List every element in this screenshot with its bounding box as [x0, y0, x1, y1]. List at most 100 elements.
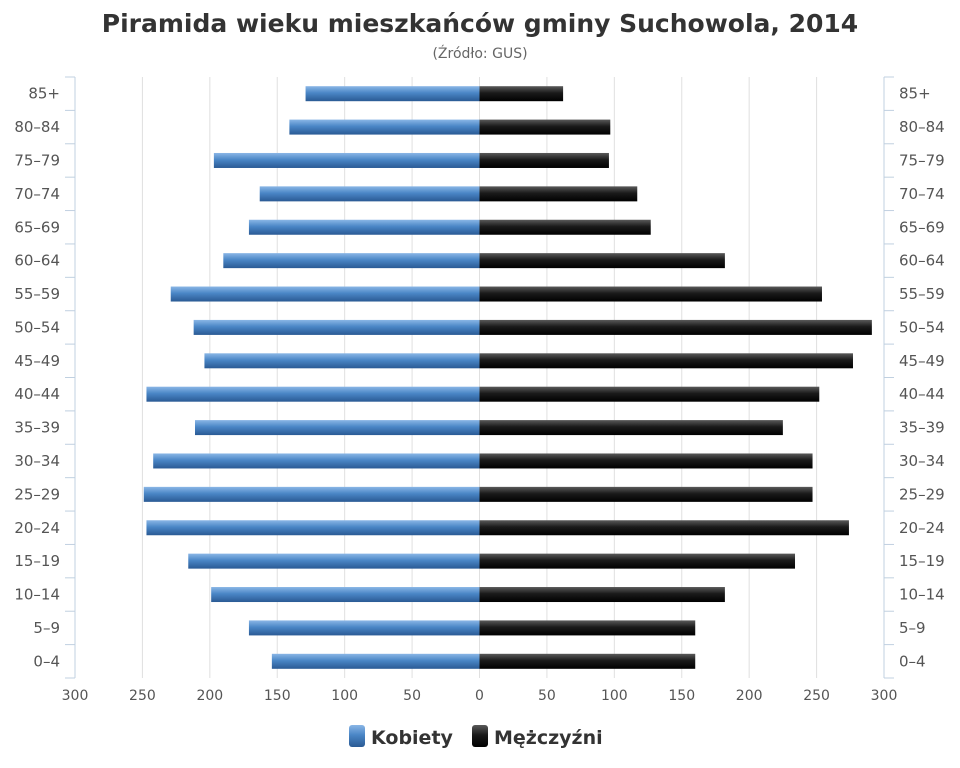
bar-mezczyzni-16[interactable] [479, 620, 696, 636]
category-label-right-5: 60–64 [899, 252, 945, 270]
category-label-left-11: 30–34 [14, 452, 60, 470]
category-label-right-11: 30–34 [899, 452, 945, 470]
bar-mezczyzni-2[interactable] [479, 152, 609, 168]
x-tick-labels: 300 250 200 150 100 50 0 50 100 150 200 250 300 [62, 688, 898, 704]
category-label-right-6: 55–59 [899, 285, 945, 303]
category-label-left-1: 80–84 [14, 118, 60, 136]
bar-mezczyzni-13[interactable] [479, 520, 849, 536]
legend-label-mezczyzni: Mężczyźni [494, 727, 603, 749]
bar-kobiety-9[interactable] [146, 386, 480, 402]
category-label-left-0: 85+ [28, 85, 60, 103]
bar-kobiety-13[interactable] [146, 520, 480, 536]
category-label-right-3: 70–74 [899, 185, 945, 203]
right-category-labels: 85+ 80–84 75–79 70–74 65–69 60–64 55–59 50–54 45… [899, 85, 945, 671]
category-label-right-12: 25–29 [899, 485, 945, 503]
bar-kobiety-0[interactable] [305, 86, 480, 102]
bar-kobiety-6[interactable] [170, 286, 480, 302]
bar-kobiety-7[interactable] [193, 319, 480, 335]
category-label-left-6: 55–59 [14, 285, 60, 303]
x-tick-label-1: 250 [129, 688, 156, 704]
bar-kobiety-10[interactable] [195, 420, 480, 436]
x-tick-label-11: 250 [803, 688, 830, 704]
bar-kobiety-2[interactable] [213, 152, 480, 168]
category-label-right-7: 50–54 [899, 318, 945, 336]
legend-swatch-kobiety [349, 725, 365, 747]
category-label-right-0: 85+ [899, 85, 931, 103]
legend-item-kobiety[interactable]: Kobiety [349, 725, 454, 749]
bar-kobiety-5[interactable] [223, 253, 480, 269]
bar-kobiety-16[interactable] [248, 620, 480, 636]
category-label-left-14: 15–19 [14, 552, 60, 570]
x-tick-label-8: 100 [601, 688, 628, 704]
category-label-right-14: 15–19 [899, 552, 945, 570]
bar-kobiety-12[interactable] [143, 486, 480, 502]
bar-kobiety-11[interactable] [153, 453, 480, 469]
category-label-right-10: 35–39 [899, 419, 945, 437]
bar-mezczyzni-3[interactable] [479, 186, 638, 202]
category-label-left-15: 10–14 [14, 586, 60, 604]
category-label-left-8: 45–49 [14, 352, 60, 370]
x-tick-label-9: 150 [668, 688, 695, 704]
x-tick-label-12: 300 [871, 688, 898, 704]
bar-mezczyzni-15[interactable] [479, 587, 725, 603]
bar-mezczyzni-4[interactable] [479, 219, 651, 235]
bar-kobiety-4[interactable] [248, 219, 480, 235]
legend-item-mezczyzni[interactable]: Mężczyźni [472, 725, 603, 749]
category-label-right-13: 20–24 [899, 519, 945, 537]
category-label-left-3: 70–74 [14, 185, 60, 203]
bar-mezczyzni-11[interactable] [479, 453, 813, 469]
category-label-left-10: 35–39 [14, 419, 60, 437]
category-label-right-17: 0–4 [899, 652, 926, 670]
x-tick-label-4: 100 [331, 688, 358, 704]
chart-title: Piramida wieku mieszkańców gminy Suchowo… [102, 9, 858, 38]
bar-mezczyzni-9[interactable] [479, 386, 820, 402]
legend-label-kobiety: Kobiety [371, 727, 454, 749]
bar-mezczyzni-0[interactable] [479, 86, 564, 102]
category-label-left-13: 20–24 [14, 519, 60, 537]
bar-mezczyzni-6[interactable] [479, 286, 822, 302]
bar-kobiety-3[interactable] [259, 186, 480, 202]
category-label-right-16: 5–9 [899, 619, 926, 637]
category-label-right-8: 45–49 [899, 352, 945, 370]
x-tick-label-2: 200 [196, 688, 223, 704]
category-label-right-9: 40–44 [899, 385, 945, 403]
category-label-right-4: 65–69 [899, 218, 945, 236]
category-label-left-9: 40–44 [14, 385, 60, 403]
x-tick-label-5: 50 [403, 688, 421, 704]
x-tick-label-7: 50 [538, 688, 556, 704]
bar-mezczyzni-8[interactable] [479, 353, 853, 369]
bar-kobiety-8[interactable] [204, 353, 480, 369]
bar-mezczyzni-12[interactable] [479, 486, 813, 502]
x-tick-label-6: 0 [475, 688, 484, 704]
bar-kobiety-17[interactable] [271, 653, 480, 669]
category-label-left-5: 60–64 [14, 252, 60, 270]
x-tick-label-3: 150 [264, 688, 291, 704]
category-label-left-17: 0–4 [33, 652, 60, 670]
bar-kobiety-14[interactable] [188, 553, 480, 569]
axes [65, 76, 894, 679]
chart-subtitle: (Źródło: GUS) [432, 44, 527, 62]
bar-mezczyzni-5[interactable] [479, 253, 725, 269]
bar-mezczyzni-1[interactable] [479, 119, 611, 135]
bar-kobiety-15[interactable] [211, 587, 480, 603]
left-category-labels: 85+ 80–84 75–79 70–74 65–69 60–64 55–59 50–54 45… [14, 85, 60, 671]
category-label-right-2: 75–79 [899, 151, 945, 169]
category-label-left-4: 65–69 [14, 218, 60, 236]
category-label-left-2: 75–79 [14, 151, 60, 169]
category-label-left-7: 50–54 [14, 318, 60, 336]
category-label-right-1: 80–84 [899, 118, 945, 136]
bar-mezczyzni-14[interactable] [479, 553, 796, 569]
x-tick-label-10: 200 [736, 688, 763, 704]
legend: Kobiety Mężczyźni [349, 725, 603, 749]
bar-mezczyzni-17[interactable] [479, 653, 696, 669]
legend-swatch-mezczyzni [472, 725, 488, 747]
bars [143, 86, 872, 669]
category-label-left-16: 5–9 [33, 619, 60, 637]
bar-kobiety-1[interactable] [289, 119, 480, 135]
category-label-right-15: 10–14 [899, 586, 945, 604]
x-tick-label-0: 300 [62, 688, 89, 704]
bar-mezczyzni-7[interactable] [479, 319, 872, 335]
bar-mezczyzni-10[interactable] [479, 420, 783, 436]
category-label-left-12: 25–29 [14, 485, 60, 503]
